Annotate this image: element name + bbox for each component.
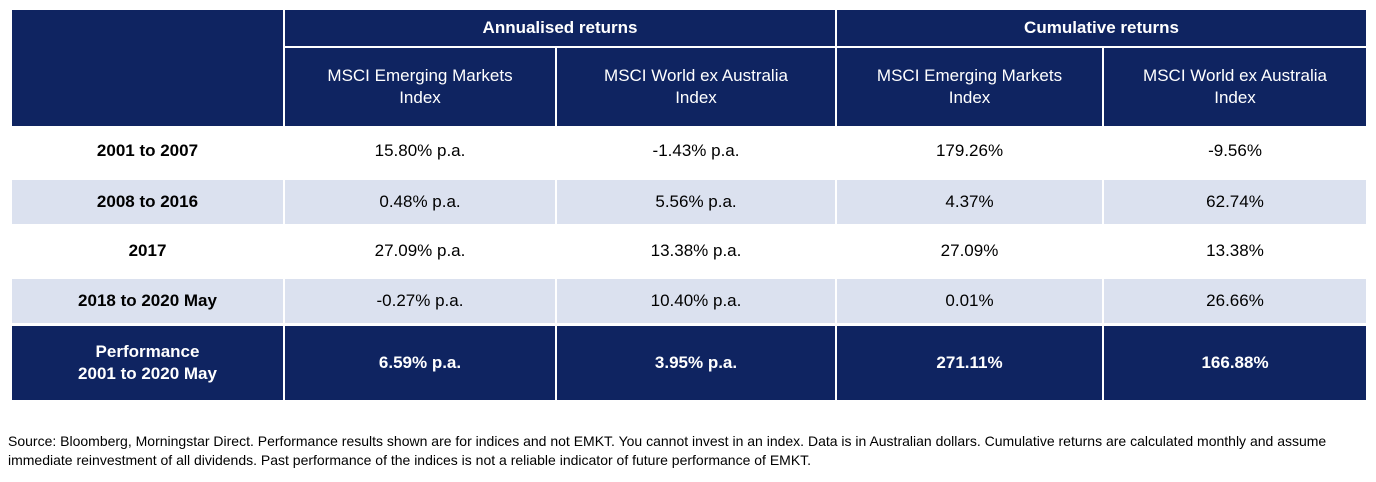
cell-annualised-world: 5.56% p.a. — [554, 178, 837, 227]
sub-header-cumulative-world: MSCI World ex Australia Index — [1102, 47, 1367, 126]
performance-label-line1: Performance — [95, 341, 200, 361]
row-period: 2001 to 2007 — [12, 126, 284, 180]
group-header-annualised: Annualised returns — [282, 10, 837, 48]
table-row: 2017 27.09% p.a. 13.38% p.a. 27.09% 13.3… — [12, 225, 1367, 279]
sub-header-annualised-em-label: MSCI Emerging Markets Index — [327, 66, 513, 107]
cell-cumulative-em: 0.01% — [835, 277, 1104, 326]
performance-label-line2: 2001 to 2020 May — [78, 363, 217, 383]
header-corner-cell — [12, 10, 284, 126]
table-row: 2018 to 2020 May -0.27% p.a. 10.40% p.a.… — [12, 277, 1367, 326]
sub-header-annualised-world: MSCI World ex Australia Index — [554, 47, 837, 126]
performance-cumulative-em: 271.11% — [835, 324, 1104, 400]
sub-header-cumulative-em-label: MSCI Emerging Markets Index — [876, 66, 1063, 107]
performance-cumulative-world: 166.88% — [1102, 324, 1367, 400]
group-header-row: Annualised returns Cumulative returns — [12, 10, 1367, 126]
cell-cumulative-world: 13.38% — [1102, 225, 1367, 279]
sub-header-row: MSCI Emerging Markets Index MSCI World e… — [12, 47, 1367, 126]
cell-annualised-world: 10.40% p.a. — [554, 277, 837, 326]
performance-row: Performance 2001 to 2020 May 6.59% p.a. … — [12, 324, 1367, 400]
cell-cumulative-em: 179.26% — [835, 126, 1104, 180]
cell-annualised-em: -0.27% p.a. — [283, 277, 556, 326]
performance-annualised-world: 3.95% p.a. — [554, 324, 837, 400]
cell-annualised-em: 0.48% p.a. — [283, 178, 556, 227]
row-period: 2018 to 2020 May — [12, 277, 284, 326]
cell-cumulative-world: 26.66% — [1102, 277, 1367, 326]
cell-annualised-em: 27.09% p.a. — [283, 225, 556, 279]
sub-header-annualised-world-label: MSCI World ex Australia Index — [604, 66, 788, 107]
row-period: 2008 to 2016 — [12, 178, 284, 227]
cell-cumulative-world: -9.56% — [1102, 126, 1367, 180]
group-header-cumulative: Cumulative returns — [835, 10, 1367, 48]
cell-annualised-em: 15.80% p.a. — [283, 126, 556, 180]
performance-label: Performance 2001 to 2020 May — [12, 324, 284, 400]
sub-header-cumulative-world-label: MSCI World ex Australia Index — [1143, 66, 1327, 107]
sub-header-cumulative-em: MSCI Emerging Markets Index — [835, 47, 1104, 126]
table-row: 2001 to 2007 15.80% p.a. -1.43% p.a. 179… — [12, 126, 1367, 180]
row-period: 2017 — [12, 225, 284, 279]
cell-cumulative-em: 27.09% — [835, 225, 1104, 279]
source-note: Source: Bloomberg, Morningstar Direct. P… — [8, 433, 1327, 468]
table-row: 2008 to 2016 0.48% p.a. 5.56% p.a. 4.37%… — [12, 178, 1367, 227]
sub-header-annualised-em: MSCI Emerging Markets Index — [283, 47, 556, 126]
performance-annualised-em: 6.59% p.a. — [283, 324, 556, 400]
cell-cumulative-em: 4.37% — [835, 178, 1104, 227]
cell-annualised-world: 13.38% p.a. — [554, 225, 837, 279]
cell-annualised-world: -1.43% p.a. — [554, 126, 837, 180]
cell-cumulative-world: 62.74% — [1102, 178, 1367, 227]
returns-table: Annualised returns Cumulative returns MS… — [12, 10, 1367, 400]
